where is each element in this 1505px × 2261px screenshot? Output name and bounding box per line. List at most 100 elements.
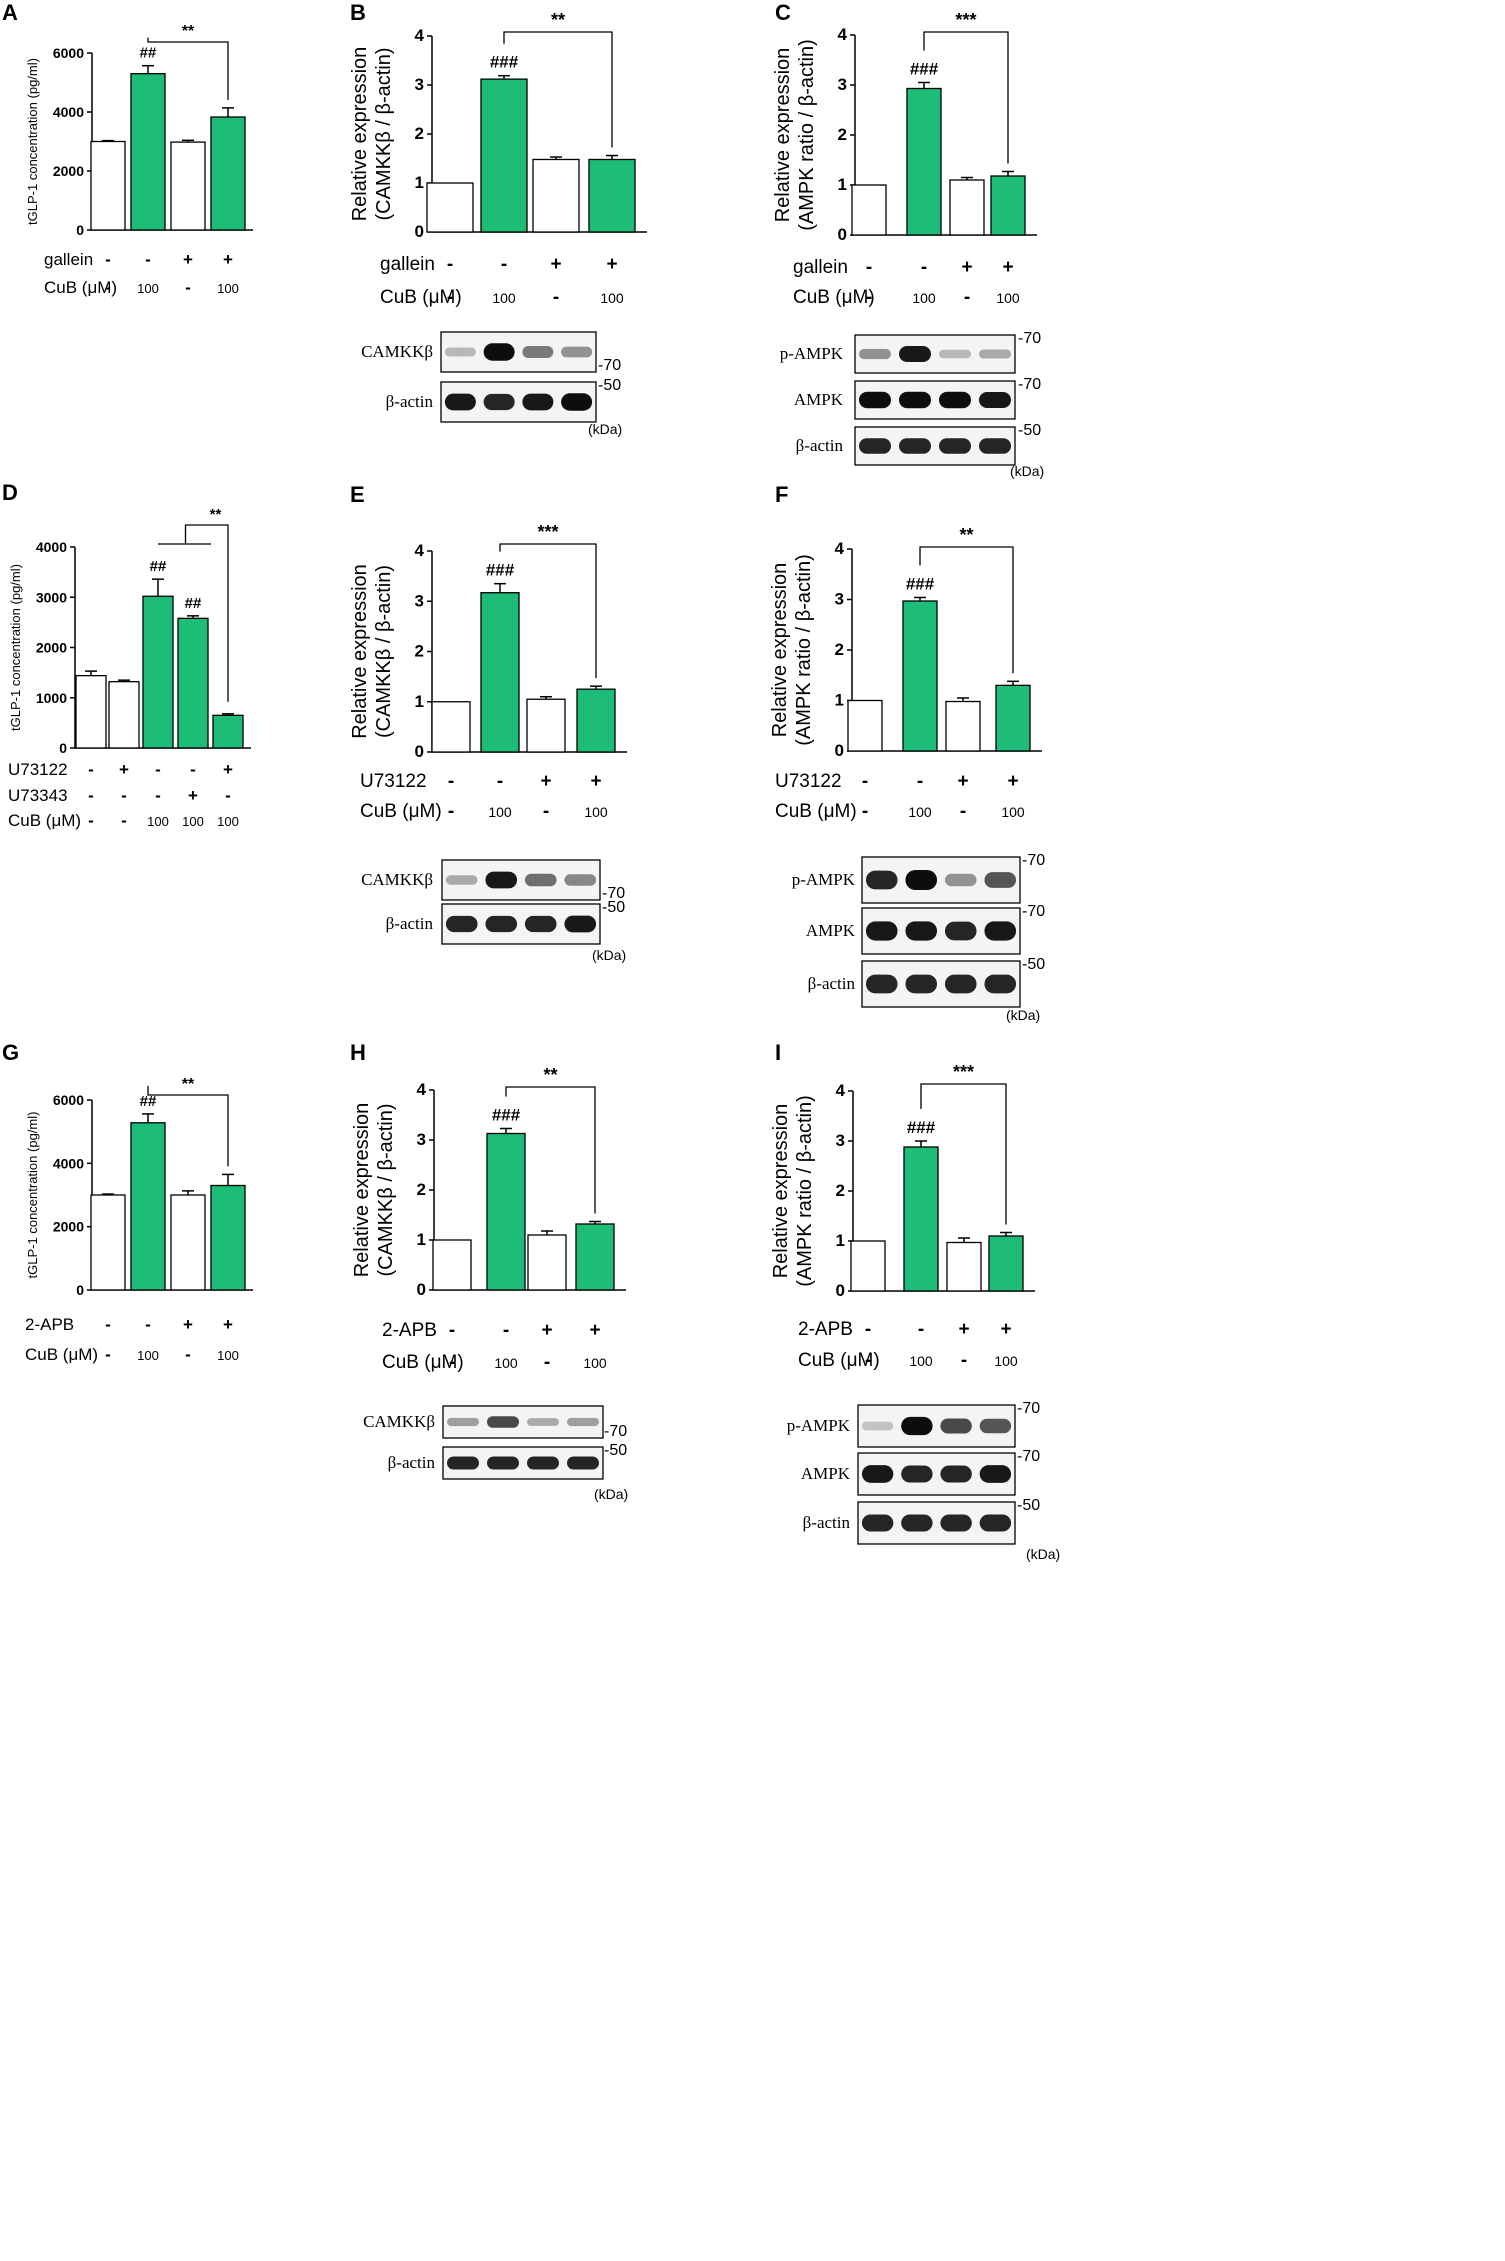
treatment-value: 100: [488, 804, 512, 820]
y-tick-label: 0: [417, 1280, 426, 1299]
bar: [486, 1132, 526, 1291]
treatment-value: -: [497, 771, 503, 792]
y-tick-label: 0: [415, 742, 424, 761]
y-axis-label: Relative expression: [770, 1104, 792, 1279]
treatment-value: -: [155, 760, 161, 779]
blot-band: [859, 391, 891, 409]
significance-bracket: [147, 1085, 229, 1167]
kda-unit-label: (kDa): [1006, 1007, 1040, 1023]
treatment-label: 2-APB: [25, 1315, 74, 1334]
y-axis-label: (CAMKKβ / β-actin): [375, 1103, 397, 1276]
treatment-value: -: [145, 1315, 151, 1334]
treatment-label: CuB (μM): [360, 801, 442, 822]
treatment-value: 100: [217, 1348, 239, 1363]
bar: [532, 158, 580, 233]
bar: [480, 78, 528, 233]
treatment-value: 100: [909, 1353, 933, 1369]
treatment-value: -: [865, 1319, 871, 1340]
y-tick-label: 0: [415, 222, 424, 241]
treatment-label: CuB (μM): [380, 287, 462, 308]
treatment-label: CuB (μM): [8, 811, 81, 830]
treatment-value: 100: [137, 281, 159, 296]
significance-mark: ###: [492, 1106, 521, 1125]
panel-letter: B: [350, 0, 366, 25]
blot-band: [905, 974, 938, 994]
treatment-value: +: [223, 760, 233, 779]
treatment-value: +: [590, 771, 601, 792]
blot-band: [485, 915, 518, 933]
bar: [902, 600, 938, 752]
y-axis-label: Relative expression: [349, 47, 371, 222]
treatment-value: -: [960, 801, 966, 822]
treatment-value: 100: [583, 1355, 607, 1371]
panel-d: D 0 1000 2000 3000 4000 tGLP-1 concentration (…: [2, 480, 251, 830]
panel-letter: A: [2, 0, 18, 25]
treatment-value: -: [553, 287, 559, 308]
blot-band: [487, 1416, 519, 1428]
y-tick-label: 0: [838, 225, 847, 244]
significance-mark: ###: [906, 574, 935, 593]
treatment-value: -: [121, 786, 127, 805]
treatment-value: -: [917, 771, 923, 792]
bar: [527, 1234, 567, 1291]
treatment-value: -: [185, 278, 191, 297]
panel-a: A 0 2000 4000 6000 tGLP-1 concentration (pg/m…: [2, 0, 253, 297]
treatment-value: -: [449, 1320, 455, 1341]
blot-row-label: p-AMPK: [792, 870, 856, 889]
blot-band: [859, 348, 891, 360]
y-axis-label: tGLP-1 concentration (pg/ml): [25, 58, 40, 225]
significance-label: **: [182, 1076, 195, 1093]
kda-marker: -70: [598, 357, 621, 374]
blot-band: [447, 1456, 479, 1470]
blot-band: [567, 1456, 599, 1470]
significance-bracket: [499, 543, 597, 679]
blot-band: [483, 343, 515, 361]
blot-band: [564, 874, 597, 886]
bar: [903, 1146, 939, 1292]
significance-label: ***: [955, 10, 976, 30]
y-tick-label: 2000: [36, 640, 67, 656]
blot-band: [445, 875, 478, 885]
significance-mark: ##: [140, 45, 157, 62]
treatment-label: gallein: [44, 250, 93, 269]
y-tick-label: 4: [415, 26, 425, 45]
treatment-value: -: [865, 1350, 871, 1371]
treatment-value: +: [1002, 257, 1013, 278]
y-tick-label: 1: [835, 691, 844, 710]
blot-band: [444, 347, 476, 357]
bar: [210, 116, 246, 231]
treatment-label: U73122: [360, 771, 427, 792]
y-axis-label: Relative expression: [349, 564, 371, 739]
kda-marker: -50: [1017, 1497, 1040, 1514]
kda-unit-label: (kDa): [1010, 463, 1044, 479]
y-tick-label: 0: [836, 1281, 845, 1300]
kda-unit-label: (kDa): [594, 1486, 628, 1502]
significance-label: ***: [537, 522, 558, 542]
treatment-label: U73122: [8, 760, 68, 779]
blot-strip: [440, 331, 597, 373]
blot-band: [567, 1417, 599, 1427]
treatment-value: 100: [182, 814, 204, 829]
treatment-value: -: [501, 254, 507, 275]
treatment-value: +: [541, 1320, 552, 1341]
bar: [851, 184, 887, 236]
y-tick-label: 3000: [36, 589, 67, 605]
treatment-value: -: [105, 278, 111, 297]
treatment-value: 100: [584, 804, 608, 820]
blot-band: [944, 974, 977, 994]
treatment-value: 100: [492, 290, 516, 306]
y-tick-label: 3: [417, 1130, 426, 1149]
y-tick-label: 4000: [36, 539, 67, 555]
treatment-value: -: [964, 287, 970, 308]
bar: [588, 158, 636, 233]
bar: [480, 592, 520, 753]
panel-letter: I: [775, 1040, 781, 1065]
blot-row-label: CAMKKβ: [361, 342, 433, 361]
blot-row-label: β-actin: [796, 436, 844, 455]
treatment-label: gallein: [793, 257, 848, 278]
panel-h: H 0 1 2 3 4 Relative expression (CAMKKβ / β-act…: [350, 1040, 628, 1502]
treatment-value: -: [448, 771, 454, 792]
treatment-label: U73122: [775, 771, 842, 792]
y-tick-label: 1: [415, 173, 424, 192]
treatment-value: -: [543, 801, 549, 822]
